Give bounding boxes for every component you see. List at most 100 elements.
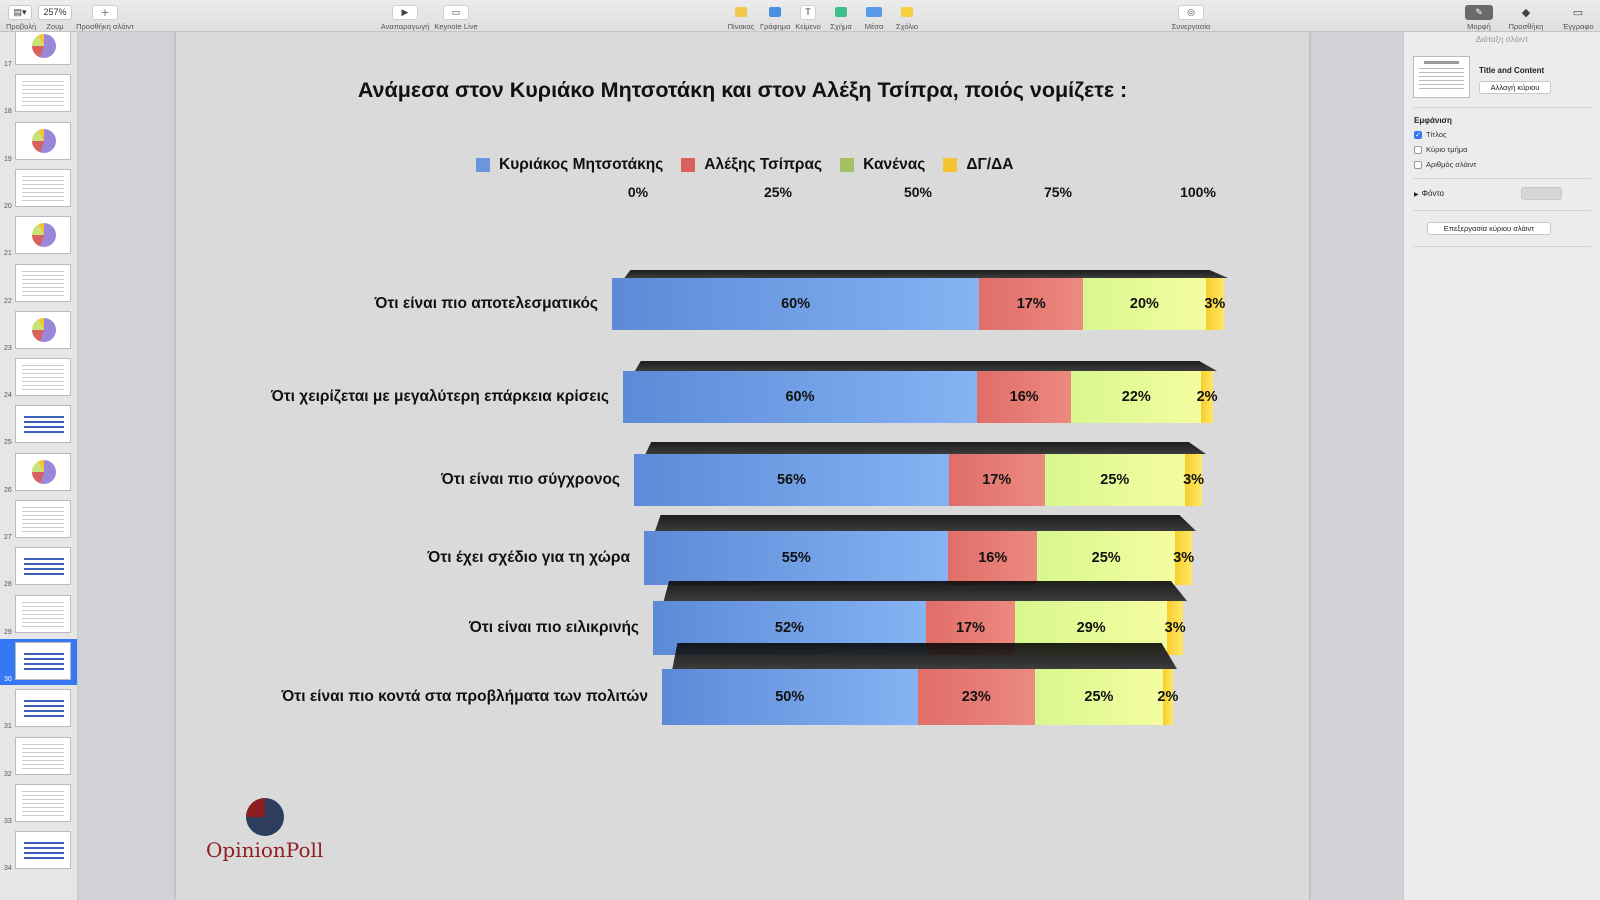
slide-thumbnail[interactable]: 23: [0, 308, 77, 354]
play-button[interactable]: ▶ Αναπαραγωγή: [380, 4, 430, 31]
bar-segment[interactable]: 60%: [612, 278, 980, 330]
bar-segment[interactable]: 25%: [1035, 669, 1163, 725]
slide-thumbnail[interactable]: 22: [0, 261, 77, 307]
bar-segment[interactable]: 55%: [644, 531, 949, 585]
bar-segment[interactable]: 2%: [1157, 669, 1178, 725]
slide-thumbnail[interactable]: 29: [0, 592, 77, 638]
view-button[interactable]: ▤▾ Προβολή: [6, 4, 37, 31]
slide-thumbnail[interactable]: 20: [0, 166, 77, 212]
comment-button[interactable]: Σχόλιο: [892, 4, 922, 31]
bar-segment[interactable]: 50%: [662, 669, 918, 725]
slide-number: 18: [4, 108, 12, 116]
chart-button[interactable]: Γράφημα: [760, 4, 790, 31]
slide-thumbnail[interactable]: 17: [0, 32, 77, 70]
slide-thumbnail[interactable]: 19: [0, 119, 77, 165]
add-slide-button[interactable]: ＋ Προσθήκη σλάιντ: [74, 4, 136, 31]
legend-swatch: [476, 158, 490, 172]
slide-thumbnail-image: [15, 74, 71, 113]
title-checkbox[interactable]: ✓ Τίτλος: [1414, 130, 1447, 139]
layout-thumbnail[interactable]: [1413, 56, 1470, 98]
view-label: Προβολή: [6, 22, 37, 31]
bar-segment[interactable]: 56%: [634, 454, 949, 506]
bar-segment[interactable]: 60%: [623, 371, 977, 423]
bar-segment[interactable]: 22%: [1071, 371, 1202, 423]
slide-thumbnail[interactable]: 34: [0, 828, 77, 874]
bar-top-face: [663, 581, 1187, 601]
divider: [1413, 107, 1591, 108]
bar-segment[interactable]: 16%: [977, 371, 1072, 423]
bar-segment[interactable]: 17%: [948, 454, 1045, 506]
table-icon: [735, 7, 747, 17]
data-label: 60%: [781, 296, 811, 312]
bar-segment[interactable]: 25%: [1044, 454, 1186, 506]
slide-thumbnail[interactable]: 27: [0, 497, 77, 543]
x-tick-label: 100%: [1180, 184, 1216, 200]
chart-legend: Κυριάκος Μητσοτάκης Αλέξης Τσίπρας Κανένας…: [476, 156, 1031, 174]
slide-thumbnail-image: [15, 689, 71, 728]
stacked-bar[interactable]: 60% 17% 20% 3%: [612, 278, 1225, 330]
bar-segment[interactable]: 23%: [917, 669, 1036, 725]
document-button[interactable]: ▭ Έγγραφο: [1562, 4, 1594, 32]
bar-segment[interactable]: 20%: [1083, 278, 1206, 330]
slide-thumbnail[interactable]: 28: [0, 544, 77, 590]
media-button[interactable]: Μέσα: [859, 4, 889, 31]
slide-thumbnail[interactable]: 30: [0, 638, 77, 685]
slide-thumbnail[interactable]: 18: [0, 71, 77, 117]
category-label: Ότι έχει σχέδιο για τη χώρα: [427, 549, 630, 566]
bar-segment[interactable]: 3%: [1173, 531, 1194, 585]
shape-button[interactable]: Σχήμα: [826, 4, 856, 31]
background-disclosure[interactable]: ▶ Φόντο: [1414, 189, 1444, 198]
slide-number: 17: [4, 61, 12, 68]
bar-segment[interactable]: 16%: [948, 531, 1037, 585]
body-checkbox[interactable]: Κύριο τμήμα: [1414, 145, 1467, 154]
data-label: 17%: [982, 472, 1012, 488]
slide-thumbnail[interactable]: 31: [0, 686, 77, 732]
bar-top-face: [624, 270, 1228, 278]
stacked-bar[interactable]: 60% 16% 22% 2%: [623, 371, 1218, 423]
bar-segment[interactable]: 3%: [1204, 278, 1225, 330]
bar-top-face: [645, 442, 1206, 454]
stacked-bar[interactable]: 55% 16% 25% 3%: [644, 531, 1194, 585]
zoom-menu[interactable]: 257% Ζουμ: [38, 4, 72, 31]
stacked-bar[interactable]: 56% 17% 25% 3%: [634, 454, 1204, 506]
bar-segment[interactable]: 2%: [1197, 371, 1218, 423]
slide-thumbnail[interactable]: 25: [0, 402, 77, 448]
text-button[interactable]: T Κείμενο: [793, 4, 823, 31]
bar-segment[interactable]: 25%: [1037, 531, 1176, 585]
slide-navigator[interactable]: 17 18 19 20 21 22 23 24 25 26 27 28 29 30 31 32 33 34: [0, 32, 78, 900]
animate-icon: ◆: [1521, 6, 1531, 19]
bar-segment[interactable]: 3%: [1164, 601, 1186, 655]
keynote-live-button[interactable]: ▭ Keynote Live: [434, 4, 478, 31]
category-label: Ότι είναι πιο σύγχρονος: [440, 471, 620, 488]
slide[interactable]: Ανάμεσα στον Κυριάκο Μητσοτάκη και στον …: [176, 32, 1309, 900]
slide-thumbnail-image: [15, 452, 71, 491]
background-fill-well[interactable]: [1521, 187, 1562, 200]
legend-item: Κυριάκος Μητσοτάκης: [476, 156, 663, 174]
slide-thumbnail[interactable]: 21: [0, 213, 77, 259]
edit-master-slide-button[interactable]: Επεξεργασία κύριου σλάιντ: [1427, 222, 1551, 235]
divider: [1413, 178, 1591, 179]
slide-canvas[interactable]: Ανάμεσα στον Κυριάκο Μητσοτάκη και στον …: [78, 32, 1403, 900]
slide-number-checkbox[interactable]: Αριθμός σλάιντ: [1414, 160, 1476, 169]
data-label: 23%: [961, 689, 991, 705]
slide-title[interactable]: Ανάμεσα στον Κυριάκο Μητσοτάκη και στον …: [357, 78, 1128, 102]
data-label: 20%: [1129, 296, 1159, 312]
slide-number: 30: [4, 675, 12, 683]
logo-mark-icon: [246, 798, 284, 836]
bar-segment[interactable]: 3%: [1183, 454, 1204, 506]
body-checkbox-label: Κύριο τμήμα: [1426, 145, 1468, 154]
bar-segment[interactable]: 17%: [979, 278, 1084, 330]
change-master-button[interactable]: Αλλαγή κύριου: [1479, 81, 1551, 94]
slide-thumbnail[interactable]: 26: [0, 450, 77, 496]
format-button[interactable]: ✎ Μορφή: [1463, 4, 1495, 31]
collaborate-button[interactable]: ◎ Συνεργασία: [1168, 4, 1214, 31]
collaborate-icon: ◎: [1178, 4, 1204, 20]
layout-name: Title and Content: [1479, 66, 1545, 75]
table-button[interactable]: Πίνακας: [726, 4, 756, 31]
slide-thumbnail[interactable]: 32: [0, 734, 77, 780]
stacked-bar[interactable]: 50% 23% 25% 2%: [662, 669, 1178, 725]
checkbox-box: [1414, 160, 1422, 169]
data-label: 3%: [1164, 620, 1186, 636]
slide-thumbnail[interactable]: 24: [0, 355, 77, 401]
slide-thumbnail[interactable]: 33: [0, 781, 77, 827]
